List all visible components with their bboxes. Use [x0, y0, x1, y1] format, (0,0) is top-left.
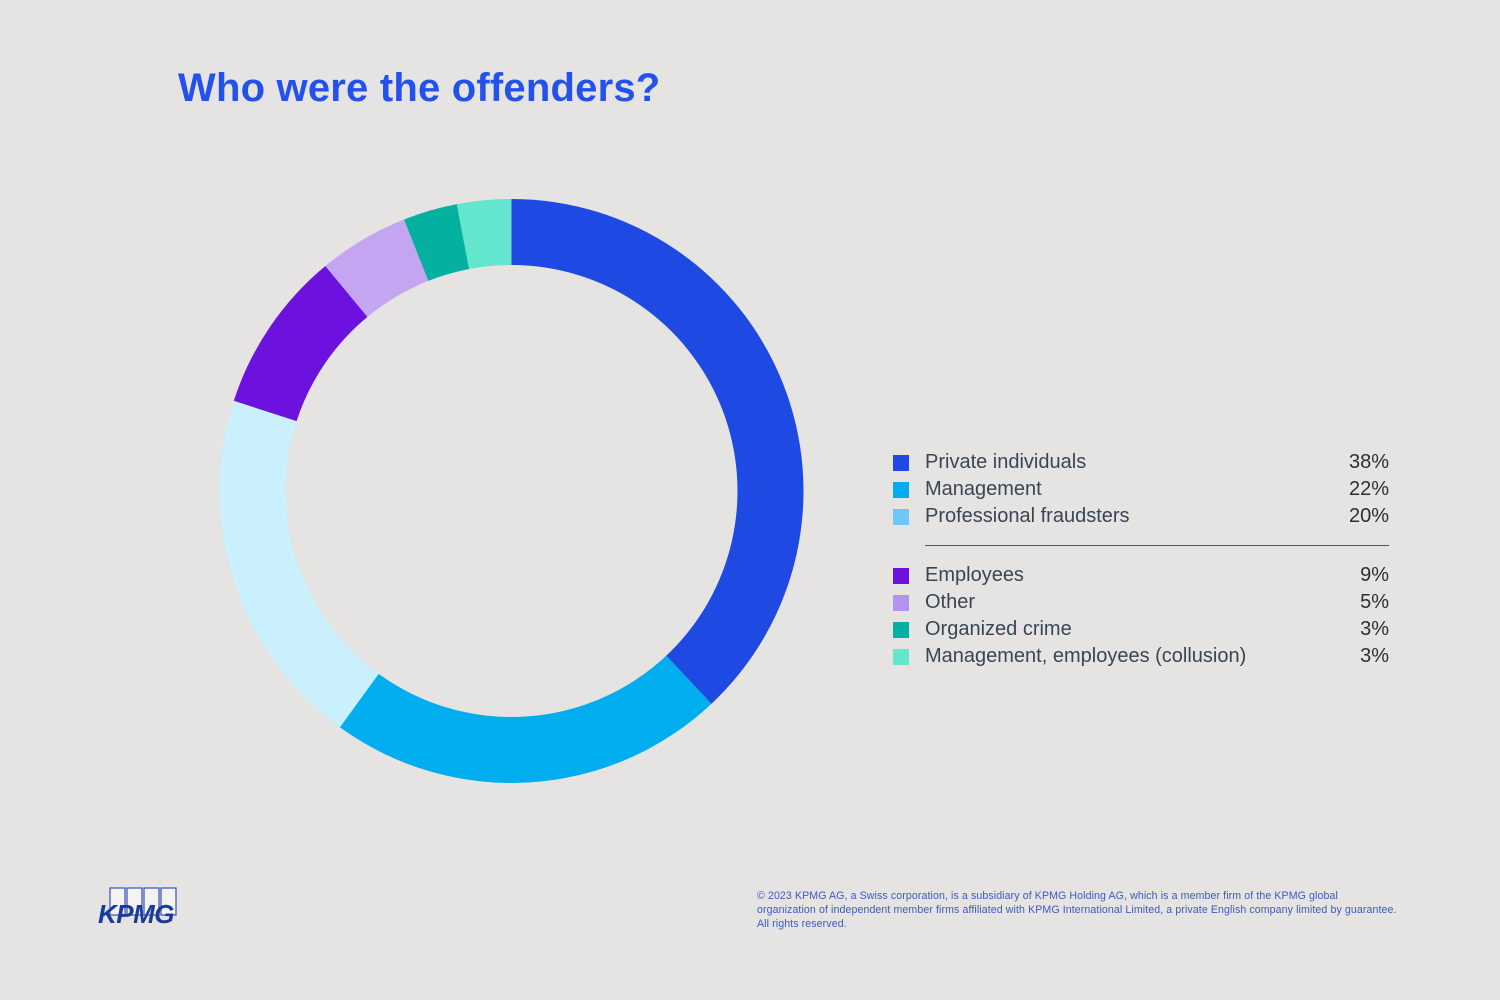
legend-value: 5% [1360, 591, 1389, 613]
legend-row: Private individuals 38% [893, 449, 1389, 476]
legend-label: Management [925, 478, 1042, 500]
legend-swatch-icon [893, 648, 909, 665]
legend-swatch-icon [893, 594, 909, 611]
legend-label: Employees [925, 564, 1024, 586]
legend-value: 3% [1360, 645, 1389, 667]
footer-disclaimer: © 2023 KPMG AG, a Swiss corporation, is … [757, 890, 1397, 930]
legend-value: 20% [1348, 505, 1389, 527]
kpmg-logo: KPMG [98, 887, 177, 929]
legend-value: 22% [1348, 478, 1389, 500]
donut-segment-management [339, 655, 712, 783]
legend-value: 3% [1360, 618, 1389, 640]
legend-label: Private individuals [925, 451, 1087, 473]
legend-swatch-icon [893, 508, 909, 525]
donut-segment-management-employees-collusion [456, 199, 512, 270]
legend-swatch-icon [893, 567, 909, 584]
legend-label: Professional fraudsters [925, 505, 1130, 527]
legend-divider [925, 545, 1389, 546]
legend-label: Management, employees (collusion) [925, 645, 1247, 667]
legend-row: Organized crime 3% [893, 616, 1389, 643]
legend-row: Management 22% [893, 476, 1389, 503]
chart-legend: Private individuals 38% Management 22% P… [893, 449, 1389, 670]
legend-swatch-icon [893, 454, 909, 471]
donut-segment-organized-crime [404, 204, 470, 281]
donut-segment-other [325, 219, 429, 317]
legend-row: Employees 9% [893, 562, 1389, 589]
legend-value: 9% [1360, 564, 1389, 586]
legend-label: Other [925, 591, 976, 613]
legend-row: Management, employees (collusion) 3% [893, 643, 1389, 670]
legend-row: Professional fraudsters 20% [893, 503, 1389, 530]
legend-swatch-icon [893, 621, 909, 638]
kpmg-logo-frames [109, 887, 177, 916]
legend-label: Organized crime [925, 618, 1072, 640]
page-title: Who were the offenders? [178, 66, 661, 110]
donut-segment-employees [233, 266, 368, 422]
donut-segment-private-individuals [511, 199, 804, 704]
legend-value: 38% [1348, 451, 1389, 473]
donut-segment-professional-fraudsters [219, 400, 379, 728]
legend-row: Other 5% [893, 589, 1389, 616]
legend-swatch-icon [893, 481, 909, 498]
kpmg-logo-text: KPMG [98, 899, 174, 929]
